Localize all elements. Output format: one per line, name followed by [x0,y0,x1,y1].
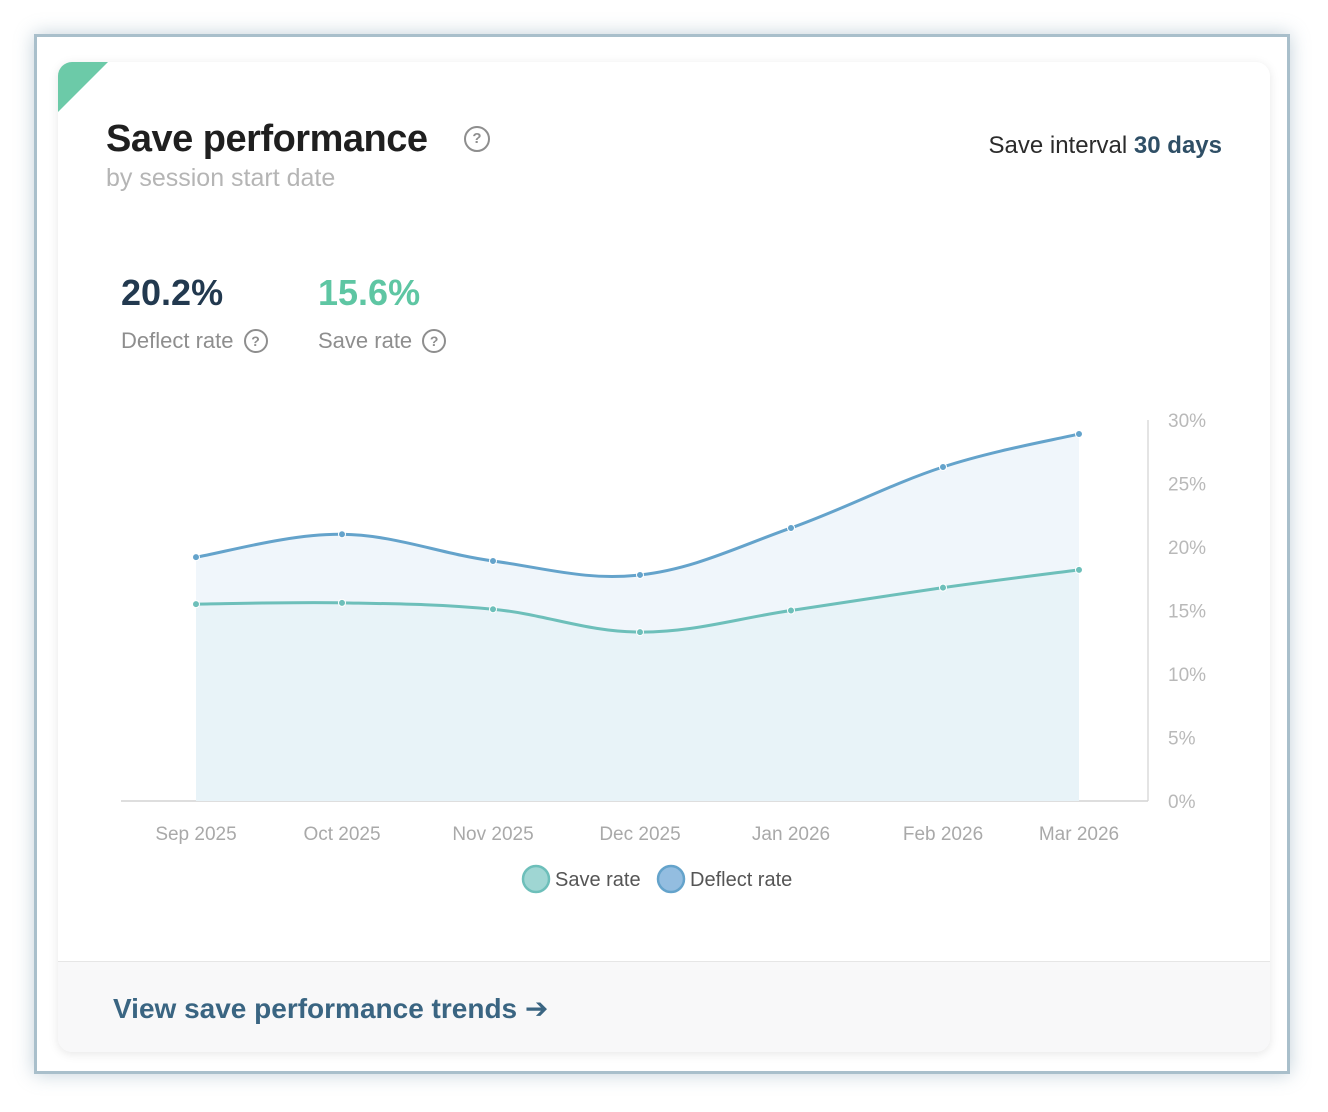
point-save-rate [489,605,497,614]
legend-swatch-save-rate [521,864,551,894]
card-footer: View save performance trends ➔ [58,961,1270,1052]
save-interval-value: 30 days [1133,132,1222,159]
x-tick-label: Sep 2025 [155,824,236,845]
y-tick-label: 25% [1168,475,1206,496]
point-deflect-rate [489,556,497,565]
x-tick-label: Dec 2025 [599,824,680,845]
x-tick-label: Nov 2025 [452,824,533,845]
point-save-rate [939,583,947,592]
save-rate-label: Save rate [318,328,413,353]
deflect-rate-label: Deflect rate [121,328,234,353]
point-save-rate [787,606,795,615]
save-rate-help-icon[interactable]: ? [422,329,447,353]
y-tick-label: 5% [1168,729,1196,750]
point-save-rate [192,600,200,609]
legend-label: Save rate [555,869,641,891]
point-deflect-rate [636,570,644,579]
legend-swatch-deflect-rate [656,864,686,894]
x-tick-label: Oct 2025 [303,824,380,845]
y-tick-label: 30% [1168,411,1206,432]
x-tick-label: Mar 2026 [1039,824,1119,845]
point-deflect-rate [192,553,200,562]
save-interval[interactable]: Save interval 30 days [989,132,1223,160]
title-help-icon[interactable]: ? [464,126,490,152]
card-title: Save performance [106,118,428,160]
save-performance-chart: 0% 5% 10% 15% 20% 25% 30% Sep 2025 Oct 2025 Nov 2… [121,411,1206,894]
y-tick-label: 10% [1168,665,1206,686]
point-save-rate [636,628,644,637]
deflect-rate-help-icon[interactable]: ? [243,329,268,353]
y-tick-label: 15% [1168,602,1206,623]
view-trends-link[interactable]: View save performance trends ➔ [113,993,549,1024]
deflect-rate-value: 20.2% [121,272,224,313]
legend-label: Deflect rate [690,869,792,891]
save-performance-card: Save performance ? by session start date… [58,62,1270,1052]
point-save-rate [1075,565,1083,574]
save-rate-value: 15.6% [318,272,421,313]
save-interval-label: Save interval [988,132,1128,159]
deflect-rate-metric: 20.2% Deflect rate ? [121,272,268,354]
card-subtitle: by session start date [106,164,336,192]
point-save-rate [338,598,346,607]
point-deflect-rate [1075,429,1083,438]
point-deflect-rate [338,530,346,539]
y-tick-label: 20% [1168,538,1206,559]
save-rate-metric: 15.6% Save rate ? [318,272,447,354]
point-deflect-rate [939,462,947,471]
card-corner-accent [58,62,108,112]
area-save-rate [196,569,1079,801]
y-tick-label: 0% [1168,792,1196,813]
point-deflect-rate [787,523,795,532]
x-tick-label: Feb 2026 [903,824,983,845]
x-tick-label: Jan 2026 [752,824,830,845]
